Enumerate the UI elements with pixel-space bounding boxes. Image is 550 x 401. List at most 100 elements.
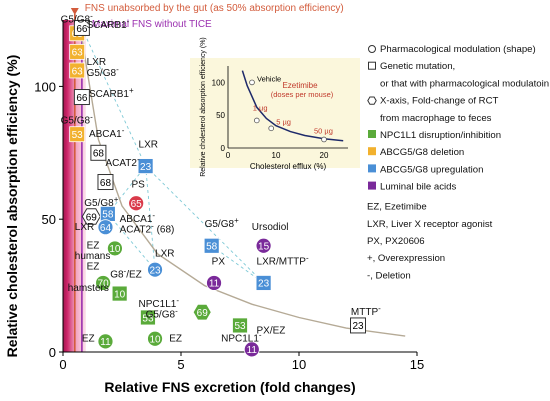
legend-text: from macrophage to feces	[380, 113, 492, 124]
data-point: 10	[111, 285, 128, 302]
annotation-label: LXR/MTTP-	[257, 253, 309, 267]
data-point-label: 23	[140, 162, 152, 173]
data-point: 68	[90, 144, 107, 161]
annotation-label: Ursodiol	[252, 222, 289, 233]
data-point-label: 53	[142, 313, 154, 324]
annotation-label: G5/G8+	[205, 216, 239, 230]
inset-point	[253, 117, 260, 124]
data-point-square	[111, 285, 128, 302]
annotation-label: PX/EZ	[257, 325, 286, 336]
annotation-label: NPC1L1-	[221, 330, 262, 344]
annotation-label: SCARB1+	[89, 86, 134, 100]
inset-y-axis-title: Relative cholesterol absorption efficien…	[200, 37, 207, 177]
data-point-square	[232, 317, 248, 334]
data-point-square	[73, 89, 90, 106]
annotation-label: ABCA1-	[89, 126, 125, 140]
data-point-label: 63	[72, 66, 84, 77]
connection-line-1	[145, 165, 264, 284]
legend-entry: PX, PX20606	[367, 236, 425, 247]
data-point: 10	[147, 330, 163, 347]
reference-arrow-fns_unabsorbed	[70, 8, 79, 15]
data-point-label: 66	[76, 24, 88, 35]
legend-entry: or that with pharmacological modulatoin	[380, 78, 549, 89]
legend-text: EZ, Ezetimibe	[367, 202, 427, 213]
data-point: 10	[107, 240, 123, 257]
y-tick-label: 0	[49, 345, 56, 360]
data-point: 23	[255, 275, 272, 291]
trend-curve	[81, 38, 406, 337]
data-point-label: 53	[234, 321, 246, 332]
data-point: 58	[203, 237, 220, 254]
inset-y-tick-label: 100	[212, 78, 226, 87]
inset-x-tick-label: 20	[320, 151, 329, 160]
legend-entry: from macrophage to feces	[380, 113, 492, 124]
y-tick-label: 100	[34, 79, 56, 94]
legend-text: X-axis, Fold-change of RCT	[380, 96, 499, 107]
data-point: 70	[95, 275, 112, 291]
data-point-circle	[97, 333, 114, 350]
annotation-label: ABCA1-	[120, 211, 156, 225]
legend-text: Genetic mutation,	[380, 61, 455, 72]
inset-point-label: 5 µg	[276, 117, 291, 126]
legend-marker-circle	[368, 45, 376, 53]
legend-marker-hexagon	[367, 96, 377, 105]
inset-point-label: Vehicle	[257, 74, 281, 83]
data-point-label: 69	[197, 308, 209, 319]
x-axis-title: Relative FNS excretion (fold changes)	[104, 379, 355, 395]
y-tick-label: 50	[42, 212, 56, 227]
legend-entry: +, Overexpression	[367, 253, 445, 264]
legend-text: +, Overexpression	[367, 253, 445, 264]
data-point-label: 66	[76, 93, 88, 104]
data-point: 66	[73, 89, 90, 106]
annotation-label: hamsters	[68, 283, 109, 294]
data-point-circle	[128, 195, 145, 212]
data-point-label: 11	[209, 279, 220, 290]
data-point-square	[137, 158, 154, 174]
legend-marker-swatch	[368, 181, 376, 190]
data-point-label: 11	[100, 337, 111, 348]
legend-entry: ABCG5/G8 upregulation	[368, 164, 483, 175]
legend-entry: ABCG5/G8 deletion	[368, 147, 464, 158]
annotation-label: EZ	[169, 333, 182, 344]
annotation-label: MTTP-	[351, 304, 381, 318]
data-point-circle	[243, 341, 260, 358]
legend-text: LXR, Liver X receptor agonist	[367, 219, 493, 230]
connection-line-2	[145, 166, 156, 270]
data-point-square	[69, 126, 86, 143]
inset-point-label: 1 µg	[253, 103, 268, 112]
x-tick-label: 10	[292, 357, 306, 372]
annotation-label: G5/G8-	[87, 65, 119, 79]
legend-entry: LXR, Liver X receptor agonist	[367, 219, 493, 230]
legend-text: ABCG5/G8 deletion	[380, 147, 464, 158]
legend-entry: EZ, Ezetimibe	[367, 202, 427, 213]
data-point-label: 23	[149, 265, 161, 276]
annotation-label: LXR	[87, 57, 106, 68]
annotation-label: PS	[131, 179, 145, 190]
legend-entry: X-axis, Fold-change of RCT	[367, 96, 499, 107]
x-tick-label: 5	[177, 357, 184, 372]
annotation-label: LXR	[139, 139, 158, 150]
legend-marker-swatch	[368, 164, 376, 173]
legend-text: Pharmacological modulation (shape)	[380, 44, 536, 55]
reference-label-maximal_fns: Maximal FNS without TICE	[92, 19, 212, 30]
data-point: 23	[147, 261, 163, 278]
inset-subtitle: (doses per mouse)	[271, 90, 334, 99]
data-point: 53	[140, 309, 156, 326]
data-point-circle	[147, 330, 163, 347]
legend-entry: Luminal bile acids	[368, 181, 456, 193]
annotation-label: NPC1L1-	[139, 296, 180, 310]
data-point-label: 23	[258, 279, 270, 290]
data-point: 64	[97, 219, 114, 236]
connection-line-4	[211, 245, 264, 284]
data-point-label: 63	[72, 48, 84, 59]
connection-line-5	[81, 27, 147, 167]
data-point-label: 70	[98, 279, 110, 290]
data-point-circle	[95, 275, 112, 291]
data-point-label: 10	[114, 289, 126, 300]
data-point-hexagon	[81, 208, 101, 225]
inset-y-tick-label: 50	[216, 111, 225, 120]
data-point: 23	[137, 158, 154, 174]
data-point: 11	[206, 275, 222, 291]
data-point: 63	[69, 62, 86, 79]
legend-text: or that with pharmacological modulatoin	[380, 78, 549, 89]
